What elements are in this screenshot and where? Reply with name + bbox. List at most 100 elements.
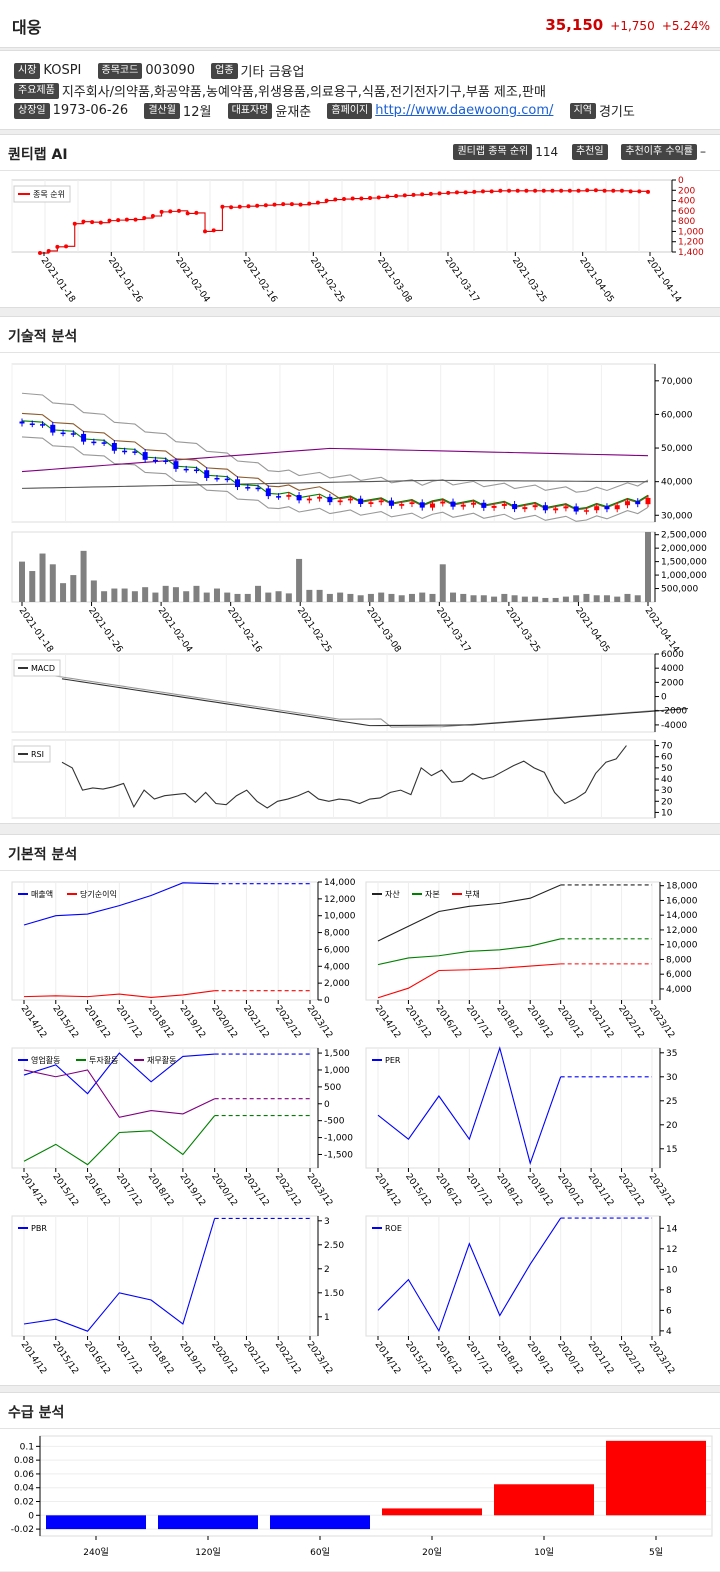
fund3-series-line [377, 1046, 562, 1166]
rank-xlabel: 2021-04-14 [645, 256, 683, 305]
candle-body [286, 495, 292, 497]
candle-body [563, 506, 569, 509]
fund2-series-line [23, 1052, 215, 1095]
rec-day-tag: 추천일 [571, 144, 608, 160]
candle-body [481, 502, 487, 508]
fund1-xlabel: 2016/12 [433, 1004, 463, 1040]
fund4-tick-label: 1.50 [324, 1289, 344, 1299]
volume-bar [244, 593, 251, 602]
fund1-xlabel: 2015/12 [403, 1004, 433, 1040]
bollinger-lower [21, 436, 649, 522]
tech-card: 기술적 분석 30,000 40,000 50,000 60,000 70,000 500… [0, 316, 720, 824]
market-tag: 시장 [14, 62, 41, 79]
fund5-xlabel: 2018/12 [494, 1340, 524, 1376]
fund1-tick-label: 16,000 [666, 896, 698, 906]
rank-point [463, 190, 468, 195]
volume-bar [521, 596, 528, 602]
candle-body [19, 421, 25, 424]
rank-xlabel: 2021-02-16 [241, 256, 279, 305]
rank-point [116, 218, 121, 223]
fund1-legend-label: 부채 [465, 889, 480, 899]
candle-body [501, 503, 507, 506]
fund1-xlabel: 2022/12 [616, 1004, 646, 1040]
rsi-legend-box [13, 745, 51, 763]
volume-bar [285, 593, 292, 602]
candle-body [471, 502, 477, 505]
rank-point [203, 229, 208, 234]
fund1-xlabel: 2017/12 [464, 1004, 494, 1040]
rank-point [211, 228, 216, 233]
candle-body [255, 487, 261, 490]
rank-point [515, 188, 520, 193]
rank-xlabel: 2021-03-17 [443, 256, 481, 305]
supply-plot-area [39, 1435, 713, 1537]
tech-xlabel: 2021-04-14 [643, 606, 681, 655]
fund5-tick-label: 4 [666, 1327, 672, 1337]
rank-point [394, 193, 399, 198]
supply-ytick-label: 0.1 [20, 1442, 34, 1452]
rank-point [289, 202, 294, 207]
volume-bar [429, 593, 436, 602]
volume-bar [255, 585, 262, 602]
fund5-tick-label: 8 [666, 1286, 672, 1296]
supply-bar [270, 1515, 370, 1530]
macd-legend-box [13, 659, 61, 677]
homepage-link[interactable]: http://www.daewoong.com/ [375, 103, 554, 118]
fund-title: 기본적 분석 [8, 847, 78, 863]
supply-bar [606, 1440, 706, 1516]
rank-point [81, 219, 86, 224]
fund1-legend-label: 자본 [425, 890, 440, 899]
volume-bar [573, 595, 580, 602]
fund5-xlabel: 2015/12 [403, 1340, 433, 1376]
fund3-tick-label: 30 [666, 1073, 678, 1083]
volume-bar [562, 596, 569, 602]
fund4-xlabel: 2020/12 [209, 1340, 239, 1376]
fund2-tick-label: 0 [324, 1100, 330, 1110]
ma-long [21, 479, 649, 489]
candle-body [512, 503, 518, 510]
listed-tag: 상장일 [14, 102, 50, 119]
macd-line [61, 678, 689, 727]
candle-body [635, 501, 641, 505]
volume-bar [624, 593, 631, 602]
fund4-xlabel: 2014/12 [19, 1340, 49, 1376]
candle-body [276, 496, 282, 498]
current-price: 35,150 [545, 16, 604, 34]
rank-tag: 퀀티랩 종목 순위 [453, 144, 533, 160]
rank-point [315, 200, 320, 205]
volume-bar [142, 587, 149, 602]
rank-point [533, 188, 538, 193]
fund5-xlabel: 2020/12 [555, 1340, 585, 1376]
fund1-series-line [377, 963, 561, 999]
volume-bar [60, 583, 67, 602]
fund3-xlabel: 2015/12 [403, 1172, 433, 1208]
candle-body [553, 508, 559, 511]
rsi-tick-label: 20 [661, 797, 673, 807]
code-tag: 종목코드 [97, 62, 143, 79]
volume-bar [388, 593, 395, 602]
rank-point [420, 192, 425, 197]
fund0-xlabel: 2018/12 [146, 1004, 176, 1040]
ai-stats: 퀀티랩 종목 순위 114 추천일 추천이후 수익률 – [453, 144, 706, 160]
fund4-legend-label: PBR [31, 1224, 47, 1233]
rank-point [559, 188, 564, 193]
candle-body [50, 424, 56, 433]
volume-bar [357, 595, 364, 602]
fund-card: 기본적 분석 매출액 당기순이익 0 2,000 4,000 6,000 8,000 10,0… [0, 834, 720, 1386]
volume-bar [183, 591, 190, 602]
candle-body [388, 500, 394, 506]
rank-point [593, 188, 598, 193]
fund5-tick-label: 12 [666, 1245, 677, 1255]
volume-bar [367, 593, 374, 602]
rank-legend-box [13, 185, 71, 203]
supply-xlabel: 60일 [310, 1547, 330, 1558]
stock-name: 대웅 [12, 18, 42, 37]
rank-xlabel: 2021-01-18 [39, 256, 77, 305]
candle-body [193, 469, 199, 472]
candle-body [111, 443, 117, 451]
fund3-xlabel: 2017/12 [464, 1172, 494, 1208]
volume-bar [614, 596, 621, 602]
fund0-legend-label: 당기순이익 [80, 889, 117, 899]
rank-ytick-label: 1,400 [678, 248, 704, 258]
candle-body [347, 498, 353, 501]
